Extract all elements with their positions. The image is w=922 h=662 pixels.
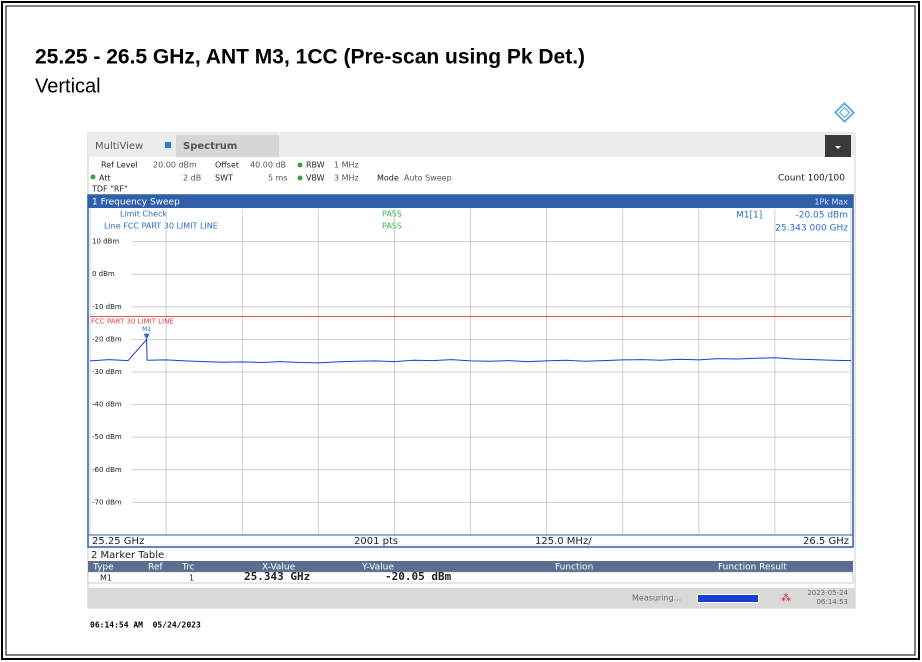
table-header-cell: Y-Value <box>361 563 394 573</box>
y-tick-label: -70 dBm <box>92 498 122 506</box>
analyzer-screen <box>87 132 856 609</box>
setting-value: 2 dB <box>183 174 201 183</box>
setting-label: RBW <box>306 161 325 170</box>
logo <box>834 102 855 123</box>
trace <box>89 338 852 364</box>
marker <box>143 333 150 340</box>
x-start-label: 25.25 GHz <box>92 536 144 547</box>
progress-bar <box>697 594 759 603</box>
table-header <box>88 561 853 572</box>
setting-value: 1 MHz <box>334 161 359 170</box>
tdf: TDF "RF" <box>91 185 128 194</box>
setting-label: Ref Level <box>101 161 138 170</box>
y-tick-label: -40 dBm <box>92 401 122 409</box>
marker-ref: M1[1] <box>736 211 762 221</box>
trace-label: 1Pk Max <box>814 198 848 207</box>
setting-label: Mode <box>377 174 399 183</box>
y-tick-label: -30 dBm <box>92 368 122 376</box>
subtitle: Vertical <box>35 75 101 97</box>
marker-x-readout: 25.343 000 GHz <box>775 224 848 234</box>
setting-value: 20.00 dBm <box>153 161 197 170</box>
tab-icon <box>165 142 171 148</box>
points-label: 2001 pts <box>354 536 398 547</box>
limit-line-label: Line FCC PART 30 LIMIT LINE <box>104 222 218 231</box>
window-title: 1 Frequency Sweep <box>92 198 180 208</box>
setting-label: Att <box>99 174 111 183</box>
table-cell: 1 <box>189 574 194 583</box>
status-date: 2023-05-24 <box>807 589 848 597</box>
marker-y-readout: -20.05 dBm <box>795 211 848 221</box>
limit-check: Limit Check <box>120 210 167 219</box>
span-label: 125.0 MHz/ <box>535 536 592 547</box>
table-row <box>87 571 854 584</box>
table-header-cell: Ref <box>148 563 163 573</box>
limit-check-result: PASS <box>382 210 402 219</box>
table-header-row: Type Ref Trc X-Value Y-Value Function Function… <box>92 563 787 573</box>
tab-bg <box>176 135 279 157</box>
indicator <box>297 175 303 181</box>
window-header <box>88 195 853 208</box>
table-header-cell: Function <box>555 563 593 573</box>
status-bar <box>88 588 855 608</box>
table-header-cell: X-Value <box>262 563 296 573</box>
y-tick-label: 0 dBm <box>92 270 115 278</box>
y-tick-label: -50 dBm <box>92 433 122 441</box>
tab[interactable]: Spectrum <box>183 141 237 152</box>
menu-arrow <box>835 146 841 149</box>
table-header-cell: Function Result <box>718 563 787 573</box>
limit-line-label: FCC PART 30 LIMIT LINE <box>91 318 174 326</box>
setting-value: Auto Sweep <box>404 174 452 183</box>
setting-label: VBW <box>306 174 325 183</box>
table-cell: -20.05 dBm <box>385 570 452 583</box>
setting-value: 40.00 dB <box>250 161 286 170</box>
y-tick-label: -10 dBm <box>92 303 122 311</box>
indicator <box>297 162 303 168</box>
timestamp: 06:14:54 AM 05/24/2023 <box>90 621 201 630</box>
status-icon: ⁂ <box>781 592 791 604</box>
y-tick-label: -60 dBm <box>92 466 122 474</box>
count: Count 100/100 <box>778 174 845 184</box>
indicator <box>90 174 96 180</box>
page-border-inner <box>5 5 916 656</box>
y-tick-label: -20 dBm <box>92 335 122 343</box>
setting-value: 3 MHz <box>334 174 359 183</box>
marker-label: M1 <box>142 326 151 333</box>
y-tick-label: 10 dBm <box>92 238 119 246</box>
x-end-label: 26.5 GHz <box>803 536 849 547</box>
setting-value: 5 ms <box>268 174 288 183</box>
table-cell: 25.343 GHz <box>244 570 310 583</box>
status-state: Measuring... <box>632 594 681 603</box>
marker-table-title: 2 Marker Table <box>91 550 164 561</box>
tab[interactable]: MultiView <box>95 141 143 152</box>
settings: Ref Level 20.00 dBm Offset 40.00 dB RBW … <box>90 161 845 194</box>
table-header-cell: Type <box>92 563 114 573</box>
limit-line-result: PASS <box>382 222 402 231</box>
status-time: 06:14:53 <box>817 598 848 606</box>
title: 25.25 - 26.5 GHz, ANT M3, 1CC (Pre-scan … <box>35 46 585 69</box>
setting-label: SWT <box>215 174 233 183</box>
table-header-cell: Trc <box>181 563 195 573</box>
setting-label: Offset <box>215 161 239 170</box>
table-cell: M1 <box>100 574 112 583</box>
